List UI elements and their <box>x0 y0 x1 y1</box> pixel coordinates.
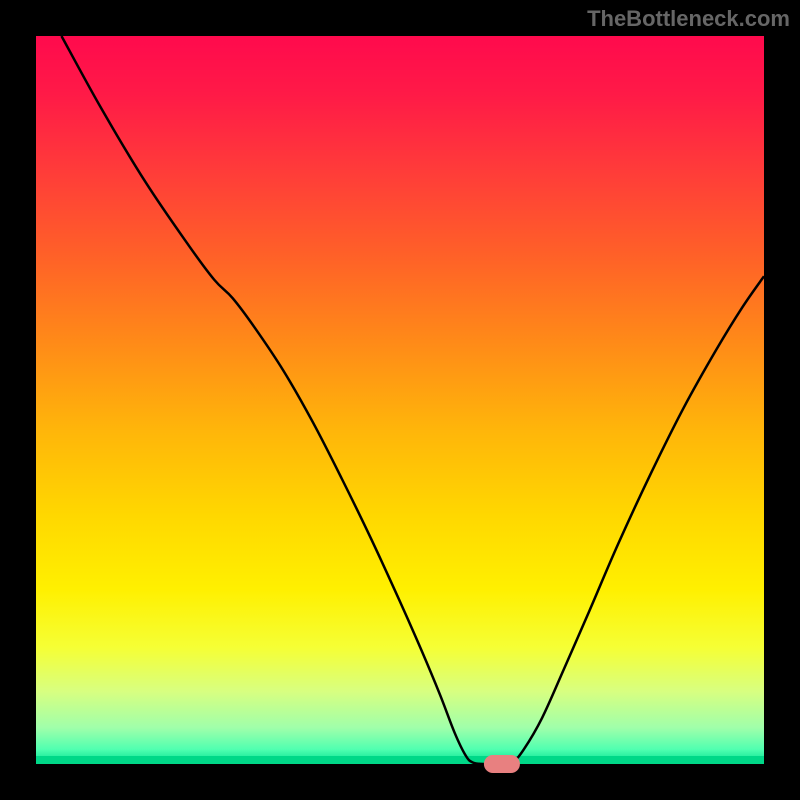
plot-gradient-area <box>36 36 764 764</box>
watermark-text: TheBottleneck.com <box>587 6 790 32</box>
optimal-point-marker <box>484 755 520 773</box>
bottleneck-chart-svg <box>0 0 800 800</box>
chart-container: TheBottleneck.com <box>0 0 800 800</box>
plot-floor-band <box>36 756 764 764</box>
